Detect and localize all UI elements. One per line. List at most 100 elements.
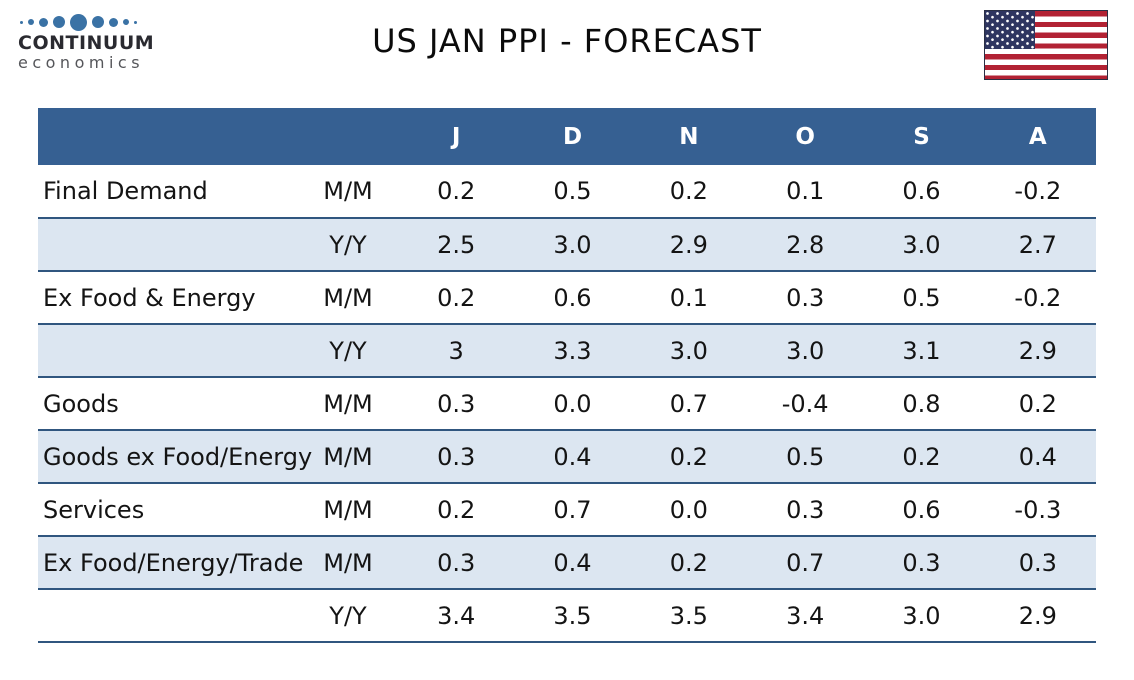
value-cell: 2.8 xyxy=(786,230,825,259)
top-bar: CONTINUUM economics US JAN PPI - FORECAS… xyxy=(0,0,1134,100)
value-cell: 0.3 xyxy=(437,389,476,418)
row-label xyxy=(38,324,298,377)
value-cell: -0.4 xyxy=(781,389,829,418)
logo-dot xyxy=(70,13,87,31)
value-cell: 2.9 xyxy=(1018,336,1057,365)
value-cell: 0.4 xyxy=(553,442,592,471)
row-label xyxy=(38,589,298,642)
value-cell: 3.4 xyxy=(437,601,476,630)
value-cell: 0.8 xyxy=(902,389,941,418)
brand-subname: economics xyxy=(18,52,145,72)
value-cell: 0.3 xyxy=(902,548,941,577)
value-cell: 3.0 xyxy=(902,601,941,630)
row-period-label: M/M xyxy=(323,389,373,418)
value-cell: 3.4 xyxy=(786,601,825,630)
column-header-a: A xyxy=(1028,123,1047,150)
value-cell: -0.2 xyxy=(1014,177,1062,205)
value-cell: 0.2 xyxy=(902,442,941,471)
value-cell: 2.5 xyxy=(437,230,476,259)
table-row: Ex Food & Energy M/M 0.2 0.6 0.1 0.3 0.5 -0.2 xyxy=(38,271,1096,324)
value-cell: 2.7 xyxy=(1018,230,1057,259)
value-cell: 3 xyxy=(448,336,464,365)
value-cell: 0.0 xyxy=(553,389,592,418)
value-cell: 0.7 xyxy=(786,548,825,577)
row-label xyxy=(38,218,298,271)
value-cell: 3.5 xyxy=(553,601,592,630)
column-header-empty xyxy=(38,108,298,165)
value-cell: 0.2 xyxy=(437,283,476,312)
row-label: Services xyxy=(43,495,145,524)
table-row: Services M/M 0.2 0.7 0.0 0.3 0.6 -0.3 xyxy=(38,483,1096,536)
value-cell: 3.1 xyxy=(902,336,941,365)
logo-dot xyxy=(109,17,118,27)
value-cell: 3.0 xyxy=(553,230,592,259)
value-cell: 0.1 xyxy=(669,283,708,312)
value-cell: 0.2 xyxy=(437,495,476,524)
value-cell: -0.3 xyxy=(1014,495,1062,524)
value-cell: 0.5 xyxy=(902,283,941,312)
table-row: Goods ex Food/Energy M/M 0.3 0.4 0.2 0.5 0.2 0.… xyxy=(38,430,1096,483)
brand-name: CONTINUUM xyxy=(18,32,155,54)
row-label: Goods ex Food/Energy xyxy=(43,442,313,471)
logo-dot xyxy=(39,17,48,27)
value-cell: 2.9 xyxy=(669,230,708,259)
row-period-label: Y/Y xyxy=(329,230,367,259)
value-cell: 0.7 xyxy=(669,389,708,418)
row-period-label: M/M xyxy=(323,283,373,312)
value-cell: 0.6 xyxy=(553,283,592,312)
row-period-label: Y/Y xyxy=(329,336,367,365)
value-cell: 0.5 xyxy=(553,177,592,205)
value-cell: 0.0 xyxy=(669,495,708,524)
ppi-forecast-table: J D N O S A Final Demand M/M 0.2 0.5 0.2 0.1 0.6 -0.… xyxy=(38,108,1096,643)
table-row: Final Demand M/M 0.2 0.5 0.2 0.1 0.6 -0.2 xyxy=(38,165,1096,218)
page-title: US JAN PPI - FORECAST xyxy=(372,22,762,60)
row-label: Goods xyxy=(43,389,119,418)
value-cell: 0.3 xyxy=(786,283,825,312)
value-cell: 0.2 xyxy=(1018,389,1057,418)
column-header-o: O xyxy=(795,123,815,150)
logo-dot xyxy=(134,20,137,24)
value-cell: 2.9 xyxy=(1018,601,1057,630)
logo-dots-icon xyxy=(20,12,154,32)
row-period-label: M/M xyxy=(323,548,373,577)
table-row: Y/Y 3 3.3 3.0 3.0 3.1 2.9 xyxy=(38,324,1096,377)
logo-dot xyxy=(92,16,104,28)
value-cell: 0.2 xyxy=(669,548,708,577)
value-cell: 0.4 xyxy=(553,548,592,577)
value-cell: 0.4 xyxy=(1018,442,1057,471)
value-cell: 0.3 xyxy=(437,442,476,471)
column-header-n: N xyxy=(679,123,699,150)
column-header-empty xyxy=(298,108,398,165)
value-cell: 3.5 xyxy=(669,601,708,630)
value-cell: 3.0 xyxy=(902,230,941,259)
value-cell: 3.3 xyxy=(553,336,592,365)
value-cell: 3.0 xyxy=(786,336,825,365)
value-cell: -0.2 xyxy=(1014,283,1062,312)
logo-dot xyxy=(20,20,23,24)
logo-dot xyxy=(28,19,34,25)
row-label: Final Demand xyxy=(43,177,208,205)
us-flag-canton xyxy=(985,11,1035,49)
row-label: Ex Food & Energy xyxy=(43,283,256,312)
table-row: Ex Food/Energy/Trade M/M 0.3 0.4 0.2 0.7 0.3 0.… xyxy=(38,536,1096,589)
row-period-label: M/M xyxy=(323,177,373,205)
value-cell: 3.0 xyxy=(669,336,708,365)
table-row: Y/Y 2.5 3.0 2.9 2.8 3.0 2.7 xyxy=(38,218,1096,271)
table-row: Y/Y 3.4 3.5 3.5 3.4 3.0 2.9 xyxy=(38,589,1096,642)
logo-dot xyxy=(123,19,129,25)
column-header-s: S xyxy=(913,123,930,150)
value-cell: 0.6 xyxy=(902,495,941,524)
value-cell: 0.3 xyxy=(786,495,825,524)
continuum-economics-logo: CONTINUUM economics xyxy=(18,12,154,72)
row-period-label: M/M xyxy=(323,442,373,471)
row-label: Ex Food/Energy/Trade xyxy=(43,548,304,577)
us-flag-icon xyxy=(984,10,1108,80)
value-cell: 0.2 xyxy=(437,177,476,205)
value-cell: 0.2 xyxy=(669,177,708,205)
row-period-label: M/M xyxy=(323,495,373,524)
table-row: Goods M/M 0.3 0.0 0.7 -0.4 0.8 0.2 xyxy=(38,377,1096,430)
row-period-label: Y/Y xyxy=(329,601,367,630)
column-header-j: J xyxy=(451,123,461,150)
value-cell: 0.6 xyxy=(902,177,941,205)
